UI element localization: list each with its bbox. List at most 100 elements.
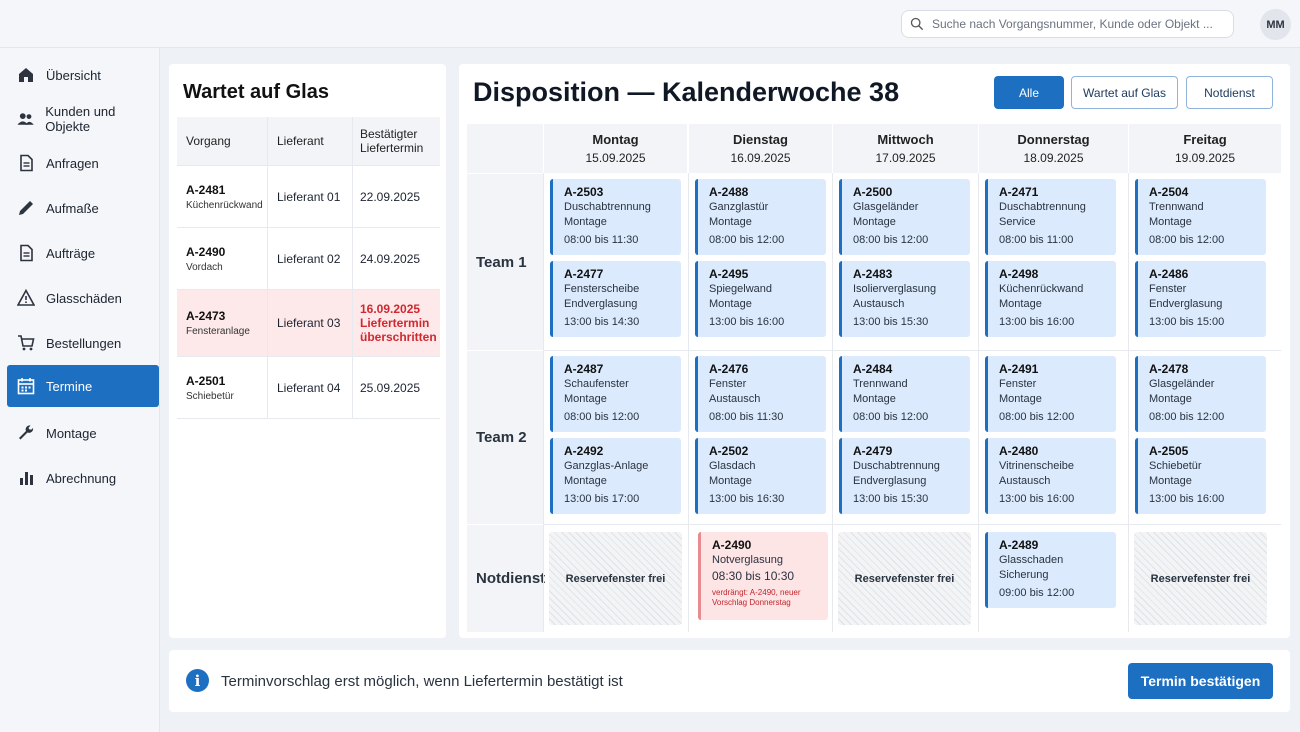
day-date: 16.09.2025 <box>730 151 791 165</box>
grid-line <box>543 350 1281 351</box>
appointment-object: Duschabtrennung <box>999 201 1086 213</box>
disposition-panel: Disposition — Kalenderwoche 38 Alle Wart… <box>459 64 1290 638</box>
document-icon <box>20 154 33 172</box>
sidebar-item-aufmasse[interactable]: Aufmaße <box>7 187 159 229</box>
sidebar-item-termine[interactable]: Termine <box>7 365 159 407</box>
appointment-object: Glasgeländer <box>1149 378 1215 390</box>
sidebar-item-anfragen[interactable]: Anfragen <box>7 142 159 184</box>
appointment-type: Montage <box>709 216 752 228</box>
appointment-type: Sicherung <box>999 569 1049 581</box>
sidebar-item-label: Abrechnung <box>46 470 117 486</box>
appointment-card[interactable]: A-2498 Küchenrückwand Montage 13:00 bis 16:… <box>985 261 1116 337</box>
grid-line <box>688 173 689 632</box>
appointment-card[interactable]: A-2504 Trennwand Montage 08:00 bis 12:00 <box>1135 179 1266 255</box>
date-cell: 25.09.2025 <box>360 380 421 395</box>
day-header: Dienstag 16.09.2025 <box>689 124 832 173</box>
appointment-card[interactable]: A-2477 Fensterscheibe Endverglasung 13:00 b… <box>550 261 681 337</box>
emergency-card-conflict[interactable]: A-2490 Notverglasung 08:30 bis 10:30 verdrä… <box>698 532 828 620</box>
supplier-cell: Lieferant 03 <box>268 290 353 356</box>
appointment-type: Austausch <box>853 298 905 310</box>
sidebar-item-bestellungen[interactable]: Bestellungen <box>7 322 159 364</box>
appointment-type: Montage <box>853 393 896 405</box>
filter-all-button[interactable]: Alle <box>994 76 1064 109</box>
appointment-card[interactable]: A-2487 Schaufenster Montage 08:00 bis 12:00 <box>550 356 681 432</box>
reserve-slot[interactable]: Reservefenster frei <box>549 532 682 625</box>
appointment-card[interactable]: A-2486 Fenster Endverglasung 13:00 bis 15:0… <box>1135 261 1266 337</box>
appointment-id: A-2483 <box>853 267 893 281</box>
filter-waiting-button[interactable]: Wartet auf Glas <box>1071 76 1178 109</box>
appointment-object: Trennwand <box>1149 201 1204 213</box>
appointment-id: A-2502 <box>709 444 749 458</box>
vorgang-id: A-2501 <box>186 373 226 388</box>
vorgang-desc: Vordach <box>186 261 223 273</box>
appointment-type: Montage <box>709 298 752 310</box>
day-name: Freitag <box>1183 132 1227 147</box>
search-input[interactable] <box>932 17 1222 31</box>
confirm-appointment-button[interactable]: Termin bestätigen <box>1128 663 1273 699</box>
appointment-time: 13:00 bis 16:00 <box>999 316 1075 328</box>
appointment-card[interactable]: A-2491 Fenster Montage 08:00 bis 12:00 <box>985 356 1116 432</box>
sidebar-item-label: Termine <box>46 378 93 394</box>
sidebar-item-glasschaeden[interactable]: Glasschäden <box>7 277 159 319</box>
appointment-type: Service <box>999 216 1036 228</box>
appointment-time: 08:00 bis 11:00 <box>999 234 1074 246</box>
grid-corner <box>467 124 543 173</box>
appointment-card[interactable]: A-2488 Ganzglastür Montage 08:00 bis 12:00 <box>695 179 826 255</box>
avatar[interactable]: MM <box>1260 9 1291 40</box>
appointment-card[interactable]: A-2476 Fenster Austausch 08:00 bis 11:30 <box>695 356 826 432</box>
appointment-card[interactable]: A-2492 Ganzglas-Anlage Montage 13:00 bis 17… <box>550 438 681 514</box>
appointment-card[interactable]: A-2500 Glasgeländer Montage 08:00 bis 12:00 <box>839 179 970 255</box>
appointment-card[interactable]: A-2478 Glasgeländer Montage 08:00 bis 12:00 <box>1135 356 1266 432</box>
day-date: 17.09.2025 <box>875 151 936 165</box>
wrench-icon <box>19 425 34 440</box>
overdue-date-cell: 16.09.2025 Liefertermin überschritten <box>360 302 437 344</box>
sidebar-item-uebersicht[interactable]: Übersicht <box>7 54 159 96</box>
reserve-label: Reservefenster frei <box>565 572 666 585</box>
appointment-object: Spiegelwand <box>709 283 772 295</box>
appointment-type: Montage <box>999 393 1042 405</box>
appointment-time: 08:00 bis 12:00 <box>564 411 640 423</box>
appointment-time: 13:00 bis 16:00 <box>1149 493 1225 505</box>
appointment-card[interactable]: A-2484 Trennwand Montage 08:00 bis 12:00 <box>839 356 970 432</box>
appointment-card[interactable]: A-2480 Vitrinenscheibe Austausch 13:00 bis … <box>985 438 1116 514</box>
appointment-card[interactable]: A-2489 Glasschaden Sicherung 09:00 bis 12:0… <box>985 532 1116 608</box>
vorgang-id: A-2490 <box>186 244 226 259</box>
appointment-card[interactable]: A-2495 Spiegelwand Montage 13:00 bis 16:00 <box>695 261 826 337</box>
reserve-slot[interactable]: Reservefenster frei <box>838 532 971 625</box>
appointment-card[interactable]: A-2505 Schiebetür Montage 13:00 bis 16:00 <box>1135 438 1266 514</box>
appointment-type: Montage <box>564 475 607 487</box>
appointment-type: Montage <box>709 475 752 487</box>
day-header: Mittwoch 17.09.2025 <box>833 124 978 173</box>
table-row-overdue[interactable]: A-2473 Fensteranlage Lieferant 03 16.09.2… <box>177 290 440 357</box>
appointment-type: Montage <box>564 393 607 405</box>
appointment-card[interactable]: A-2479 Duschabtrennung Endverglasung 13:00 … <box>839 438 970 514</box>
appointment-card[interactable]: A-2471 Duschabtrennung Service 08:00 bis 11… <box>985 179 1116 255</box>
appointment-type: Austausch <box>999 475 1051 487</box>
appointment-object: Schiebetür <box>1149 460 1202 472</box>
day-name: Dienstag <box>733 132 788 147</box>
sidebar-item-auftraege[interactable]: Aufträge <box>7 232 159 274</box>
appointment-id: A-2489 <box>999 538 1039 552</box>
filter-emergency-button[interactable]: Notdienst <box>1186 76 1273 109</box>
reserve-slot[interactable]: Reservefenster frei <box>1134 532 1267 625</box>
sidebar-item-montage[interactable]: Montage <box>7 412 159 454</box>
appointment-time: 08:00 bis 11:30 <box>564 234 639 246</box>
appointment-card[interactable]: A-2502 Glasdach Montage 13:00 bis 16:30 <box>695 438 826 514</box>
vorgang-desc: Fensteranlage <box>186 326 250 337</box>
calendar-icon <box>17 378 35 395</box>
table-row[interactable]: A-2501 Schiebetür Lieferant 04 25.09.2025 <box>177 357 440 419</box>
table-row[interactable]: A-2481 Küchenrückwand Lieferant 01 22.09.… <box>177 166 440 228</box>
appointment-object: Ganzglas-Anlage <box>564 460 649 472</box>
sidebar-item-abrechnung[interactable]: Abrechnung <box>7 457 159 499</box>
sidebar-item-kunden[interactable]: Kunden und Objekte <box>7 98 159 140</box>
appointment-id: A-2500 <box>853 185 893 199</box>
search-bar[interactable] <box>901 10 1234 38</box>
appointment-type: Montage <box>564 216 607 228</box>
appointment-id: A-2490 <box>712 538 752 552</box>
day-date: 15.09.2025 <box>585 151 646 165</box>
table-row[interactable]: A-2490 Vordach Lieferant 02 24.09.2025 <box>177 228 440 290</box>
appointment-card[interactable]: A-2503 Duschabtrennung Montage 08:00 bis 11… <box>550 179 681 255</box>
appointment-card[interactable]: A-2483 Isolierverglasung Austausch 13:00 bi… <box>839 261 970 337</box>
appointment-time: 13:00 bis 15:30 <box>853 493 929 505</box>
appointment-object: Trennwand <box>853 378 908 390</box>
